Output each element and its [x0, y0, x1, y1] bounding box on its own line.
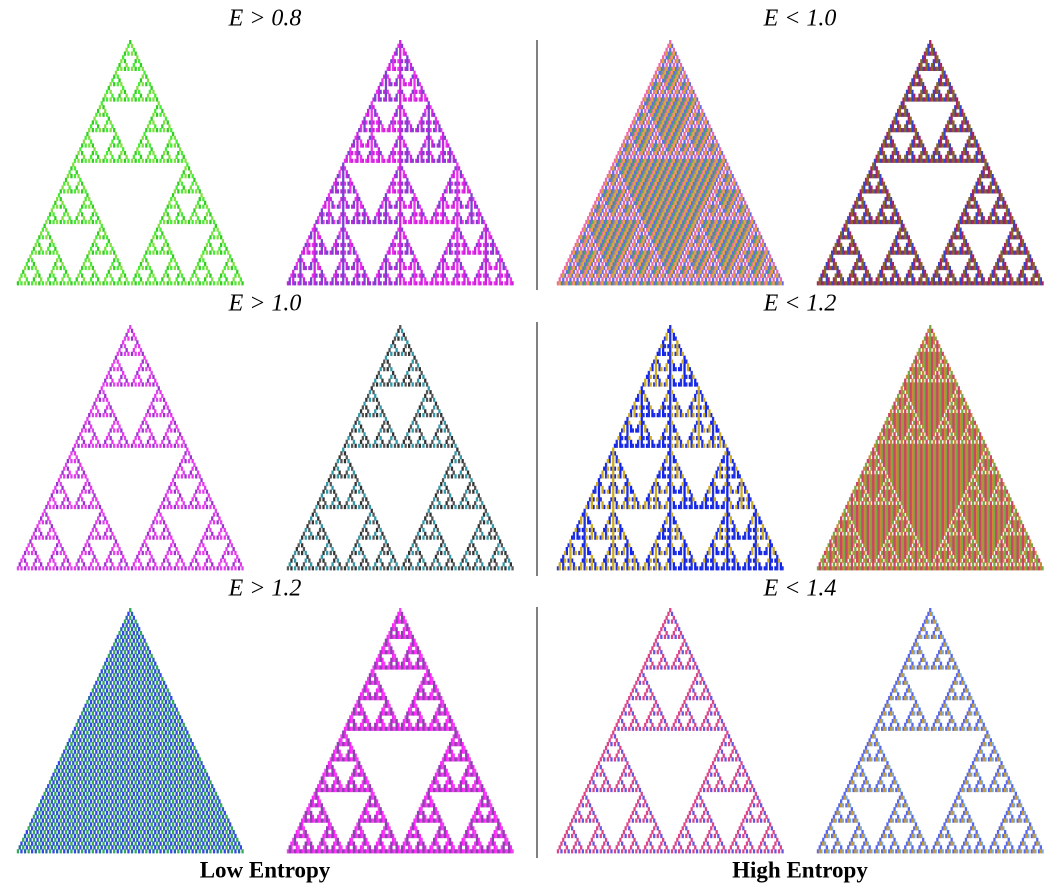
- automaton-image: [820, 43, 1042, 286]
- automaton-image: [560, 328, 782, 571]
- automaton-image: [286, 40, 514, 286]
- automaton-image: [818, 611, 1042, 854]
- automaton-image: [286, 608, 514, 854]
- automaton-image: [20, 328, 242, 571]
- column-caption: Low Entropy: [200, 857, 331, 882]
- automaton-image: [20, 611, 242, 854]
- automaton-image: [286, 325, 514, 571]
- automaton-image: [560, 43, 784, 286]
- automaton-image: [288, 328, 511, 571]
- automaton-image: [560, 611, 784, 854]
- panel-label: E < 1.0: [763, 6, 837, 32]
- automaton-image: [290, 43, 512, 286]
- automaton-image: [290, 611, 512, 854]
- automaton-image: [558, 43, 782, 286]
- automaton-image: [818, 43, 1041, 286]
- automaton-image: [16, 608, 244, 854]
- automaton-image: [816, 325, 1044, 571]
- panel-label: E > 1.0: [228, 291, 302, 317]
- automaton-image: [818, 328, 1041, 571]
- automaton-image: [20, 43, 242, 286]
- automaton-image: [820, 611, 1044, 854]
- automaton-image: [16, 40, 244, 286]
- automaton-image: [288, 611, 511, 854]
- automaton-image: [558, 328, 781, 571]
- automaton-image: [816, 40, 1044, 286]
- automaton-image: [16, 325, 244, 571]
- automaton-image: [556, 325, 784, 571]
- panel-label: E < 1.4: [763, 576, 837, 602]
- automaton-image: [18, 611, 241, 854]
- automaton-image: [290, 328, 512, 571]
- automaton-image: [288, 43, 511, 286]
- panel-label: E > 0.8: [228, 6, 302, 32]
- panel-label: E > 1.2: [228, 576, 302, 602]
- automaton-image: [18, 43, 241, 286]
- automaton-image: [18, 328, 241, 571]
- panel-label: E < 1.2: [763, 291, 837, 317]
- column-caption: High Entropy: [732, 857, 868, 882]
